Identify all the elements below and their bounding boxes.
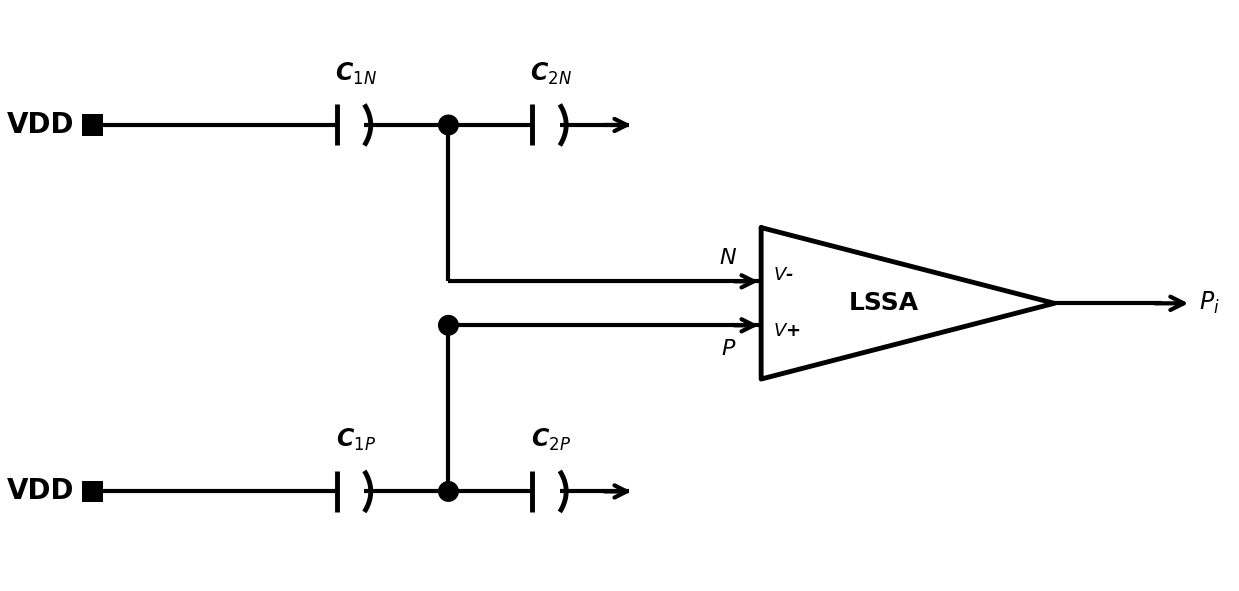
Text: $V$-: $V$- — [773, 267, 794, 284]
Circle shape — [439, 115, 458, 135]
FancyBboxPatch shape — [82, 480, 104, 502]
Text: $N$: $N$ — [719, 248, 737, 268]
Text: LSSA: LSSA — [849, 291, 919, 316]
Text: C$_{1P}$: C$_{1P}$ — [336, 427, 375, 453]
Text: C$_{2P}$: C$_{2P}$ — [532, 427, 571, 453]
Text: VDD: VDD — [6, 111, 74, 139]
FancyBboxPatch shape — [82, 114, 104, 136]
Text: $V$+: $V$+ — [773, 322, 800, 340]
Text: $P$: $P$ — [721, 339, 737, 359]
Text: C$_{2N}$: C$_{2N}$ — [530, 61, 572, 87]
Text: $P_i$: $P_i$ — [1199, 290, 1219, 316]
Text: C$_{1N}$: C$_{1N}$ — [335, 61, 377, 87]
Circle shape — [439, 316, 458, 335]
Text: VDD: VDD — [6, 478, 74, 505]
Circle shape — [439, 482, 458, 501]
